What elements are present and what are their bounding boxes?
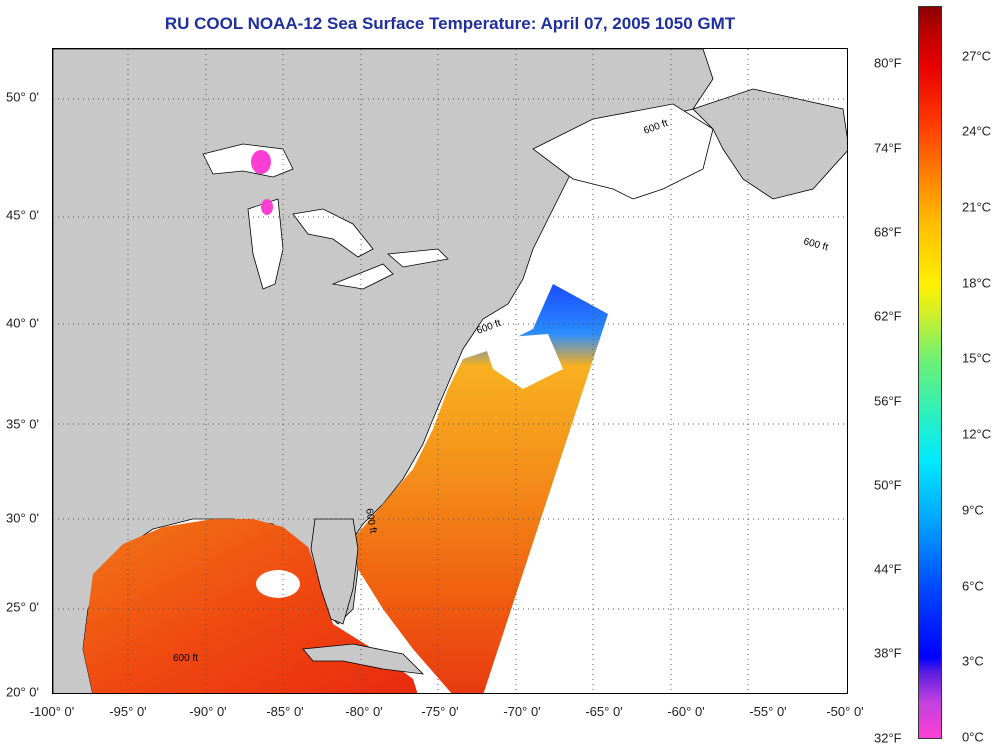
isobath-label: 600 ft: [173, 653, 198, 664]
temperature-colorbar: [918, 6, 942, 739]
fahrenheit-label: 80°F: [874, 55, 902, 71]
lon-label: -95° 0': [109, 704, 147, 719]
sst-atlantic-swath: [353, 284, 608, 693]
lon-label: -70° 0': [503, 704, 541, 719]
lake-superior-cold-patch: [251, 150, 271, 174]
lat-label: 50° 0': [6, 89, 39, 105]
lon-label: -100° 0': [29, 704, 75, 719]
celsius-label: 15°C: [962, 350, 992, 366]
fahrenheit-label: 32°F: [874, 730, 902, 746]
fahrenheit-label: 38°F: [874, 645, 902, 661]
sst-map[interactable]: 600 ft 600 ft 600 ft 600 ft 600 ft: [52, 48, 848, 694]
celsius-label: 27°C: [962, 48, 992, 64]
land-cuba: [302, 643, 425, 675]
great-lakes: [202, 143, 449, 290]
lat-label: 45° 0': [6, 207, 39, 223]
lat-label: 20° 0': [6, 684, 39, 700]
fahrenheit-label: 44°F: [874, 561, 902, 577]
celsius-label: 18°C: [962, 275, 992, 291]
celsius-label: 0°C: [962, 729, 984, 745]
lon-label: -75° 0': [421, 704, 459, 719]
fahrenheit-label: 50°F: [874, 477, 902, 493]
map-canvas: 600 ft 600 ft 600 ft 600 ft 600 ft: [53, 49, 847, 693]
celsius-label: 6°C: [962, 578, 984, 594]
celsius-label: 24°C: [962, 123, 992, 139]
lon-label: -90° 0': [189, 704, 227, 719]
cloud-mid-atlantic: [483, 334, 563, 389]
land-florida: [310, 518, 359, 625]
lon-label: -55° 0': [749, 704, 787, 719]
celsius-label: 3°C: [962, 653, 984, 669]
fahrenheit-label: 68°F: [874, 224, 902, 240]
lon-label: -50° 0': [826, 704, 864, 719]
lat-label: 30° 0': [6, 510, 39, 526]
celsius-label: 21°C: [962, 199, 992, 215]
lat-label: 25° 0': [6, 599, 39, 615]
lat-label: 40° 0': [6, 315, 39, 331]
fahrenheit-label: 74°F: [874, 140, 902, 156]
isobath-label: 600 ft: [363, 508, 378, 535]
cloud-gulf: [256, 570, 300, 598]
lat-label: 35° 0': [6, 416, 39, 432]
lake-michigan-cold-patch: [261, 199, 273, 215]
map-title: RU COOL NOAA-12 Sea Surface Temperature:…: [164, 14, 736, 33]
celsius-label: 9°C: [962, 502, 984, 518]
celsius-label: 12°C: [962, 426, 992, 442]
lon-label: -65° 0': [585, 704, 623, 719]
lon-label: -60° 0': [667, 704, 705, 719]
fahrenheit-label: 56°F: [874, 393, 902, 409]
lon-label: -80° 0': [345, 704, 383, 719]
fahrenheit-label: 62°F: [874, 308, 902, 324]
lon-label: -85° 0': [266, 704, 304, 719]
